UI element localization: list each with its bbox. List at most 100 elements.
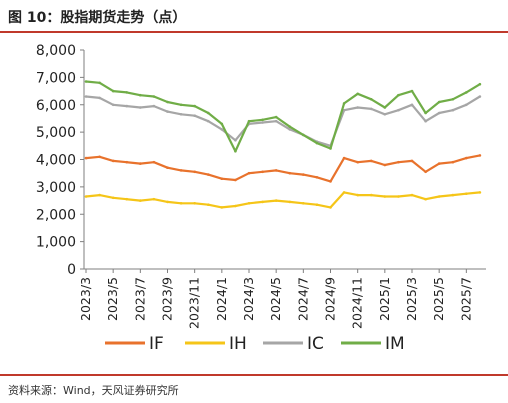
data-point-ic (179, 113, 183, 116)
legend: IF IH IC IM (105, 334, 405, 354)
data-point-im (478, 82, 482, 86)
data-point-if (152, 160, 156, 164)
x-tick-label: 2023/3 (78, 277, 93, 321)
x-tick-label: 2023/9 (160, 277, 175, 321)
data-point-ih (247, 202, 251, 205)
data-point-if (383, 163, 387, 167)
data-point-if (356, 160, 360, 164)
y-tick-label: 1,000 (36, 235, 76, 251)
x-tick-label: 2023/11 (187, 277, 202, 329)
data-point-ih (302, 202, 305, 205)
y-tick-label: 0 (67, 262, 76, 278)
x-tick-label: 2023/7 (132, 277, 147, 321)
data-point-im (288, 125, 292, 128)
data-point-im (329, 147, 332, 150)
data-point-ih (220, 206, 224, 209)
data-point-ih (356, 193, 360, 197)
data-point-ih (370, 193, 373, 197)
data-point-if (478, 154, 482, 157)
legend-label-if: IF (149, 334, 164, 354)
data-point-ic (207, 119, 210, 123)
data-point-im (383, 106, 387, 109)
x-tick-label: 2025/7 (458, 277, 473, 321)
data-point-if (193, 170, 196, 174)
legend-label-ic: IC (307, 334, 324, 354)
x-tick-label: 2024/5 (268, 277, 283, 321)
data-point-ih (451, 193, 455, 197)
data-point-im (342, 102, 346, 105)
data-point-if (437, 162, 441, 165)
data-point-ic (125, 104, 129, 108)
data-point-im (193, 104, 196, 108)
chart-title: 图 10：股指期货走势（点） (8, 10, 187, 26)
data-point-im (98, 81, 101, 85)
data-point-ih (166, 200, 169, 204)
data-point-if (370, 159, 373, 163)
data-point-im (315, 141, 319, 145)
data-point-ih (274, 199, 278, 202)
data-point-im (234, 150, 237, 153)
data-point-ic (465, 103, 468, 107)
data-point-ic (152, 104, 156, 108)
data-point-ic (261, 121, 264, 124)
legend-label-im: IM (385, 334, 405, 354)
x-tick-label: 2025/5 (431, 277, 446, 321)
data-point-if (125, 160, 129, 164)
x-tick-label: 2024/7 (295, 277, 310, 321)
data-point-im (437, 100, 441, 104)
data-point-ic (356, 106, 360, 109)
line-chart: 0 1,000 2,000 3,000 4,000 5,000 6,000 7,000 8,00… (36, 43, 486, 354)
data-point-ic (370, 107, 373, 111)
data-point-ih (315, 203, 319, 206)
data-point-ic (397, 108, 400, 112)
data-point-ih (288, 200, 292, 204)
data-point-ic (410, 103, 414, 107)
data-point-if (207, 173, 210, 176)
data-point-if (315, 176, 319, 179)
legend-label-ih: IH (229, 334, 247, 354)
data-point-ic (84, 95, 88, 98)
data-point-if (98, 155, 101, 159)
data-point-im (166, 100, 169, 104)
data-point-ih (179, 202, 183, 205)
data-point-ih (207, 203, 210, 206)
data-point-im (139, 93, 142, 97)
data-point-im (274, 115, 278, 119)
data-point-ih (329, 206, 332, 209)
data-point-im (370, 98, 373, 101)
data-point-ic (220, 128, 224, 131)
data-point-if (111, 159, 115, 163)
data-point-if (465, 156, 468, 160)
data-point-if (342, 156, 346, 160)
data-point-ih (424, 197, 427, 201)
data-point-im (179, 103, 183, 107)
data-point-ih (193, 202, 196, 205)
data-point-ic (193, 114, 196, 117)
data-point-im (111, 89, 115, 93)
y-tick-label: 5,000 (36, 125, 76, 141)
data-point-im (220, 122, 224, 126)
data-point-ih (234, 204, 237, 208)
data-point-ic (478, 95, 482, 98)
data-point-ih (111, 196, 115, 200)
data-point-if (302, 173, 305, 176)
y-axis: 0 1,000 2,000 3,000 4,000 5,000 6,000 7,000 8,00… (36, 43, 85, 278)
data-point-im (451, 98, 455, 101)
data-point-ih (410, 193, 414, 197)
data-point-ih (383, 195, 387, 198)
data-point-if (397, 160, 400, 164)
data-point-if (424, 170, 427, 174)
series-line-if (85, 154, 481, 183)
data-point-ic (288, 128, 292, 131)
title-divider (0, 31, 508, 33)
data-point-im (397, 93, 400, 97)
data-point-if (139, 162, 142, 165)
data-point-if (261, 170, 264, 174)
data-point-ih (261, 200, 264, 204)
data-point-im (424, 111, 427, 115)
data-point-im (247, 119, 251, 123)
x-tick-label: 2024/9 (323, 277, 338, 321)
y-tick-label: 4,000 (36, 153, 76, 169)
data-point-if (179, 169, 183, 172)
data-point-ic (111, 103, 115, 107)
